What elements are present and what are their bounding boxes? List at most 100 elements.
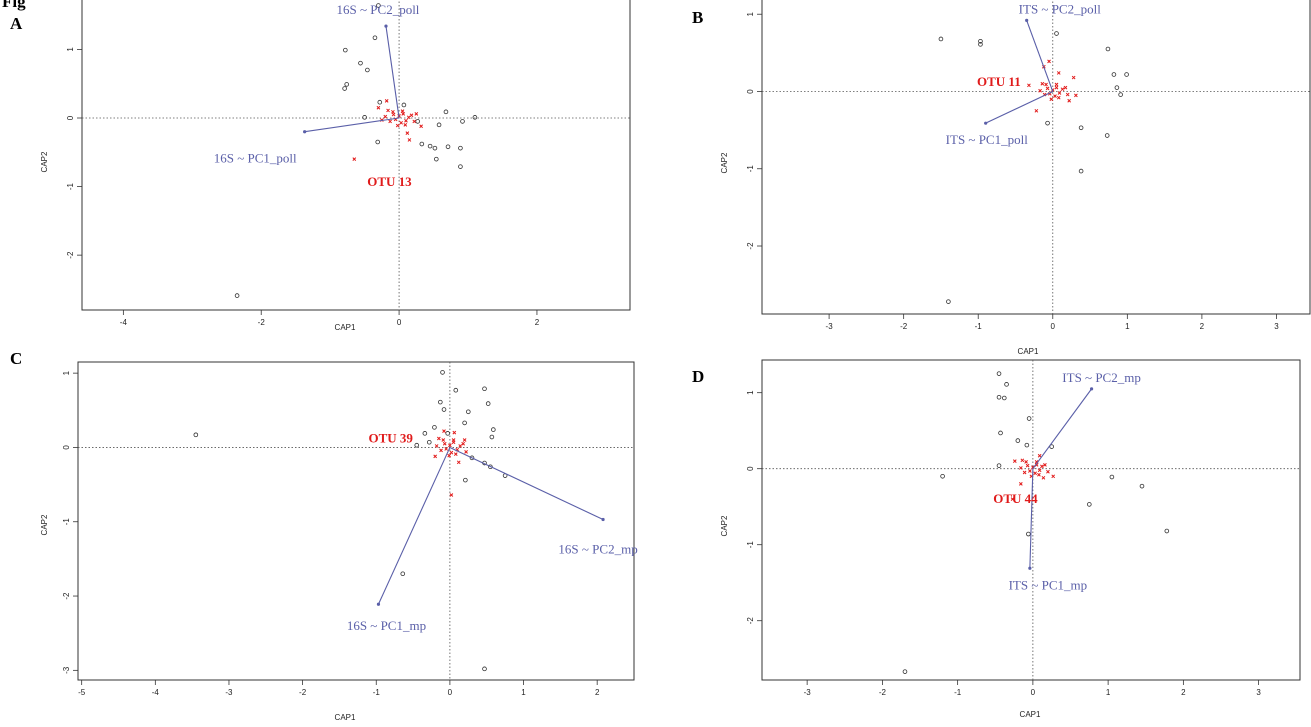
panel-c-site-point [463, 477, 468, 483]
panel-c-site-point [193, 432, 199, 438]
panel-d-species-point [1043, 463, 1047, 467]
panel-c-species-point [452, 430, 457, 435]
panel-a-y-tick-label: 0 [66, 115, 75, 120]
panel-b-vector-line [985, 90, 1054, 124]
panel-c-site-point [489, 434, 495, 440]
panel-d-species-point [1037, 472, 1041, 477]
panel-a: A CAP1 CAP2 -4 -2 0 2 -2 -1 0 1 16S ~ PC2_poll 16… [10, 0, 631, 332]
panel-c-species-point [451, 438, 456, 442]
panel-d-site-point [998, 430, 1003, 436]
panel-b-species-point [1074, 93, 1078, 98]
panel-b-site-point [1124, 72, 1129, 77]
panel-d-site-point [1026, 531, 1031, 537]
panel-a-site-point [458, 145, 463, 151]
panel-a-species-point [376, 105, 381, 110]
panel-a-x-tick-label: 2 [535, 318, 540, 327]
panel-a-species-point [388, 119, 392, 124]
panel-d-species-point [1018, 466, 1023, 470]
panel-a-site-point [443, 109, 449, 115]
panel-b-site-point [1045, 120, 1050, 126]
panel-d-species-point [1012, 459, 1017, 463]
panel-c-species-point [442, 429, 446, 433]
panel-d-species-point [1010, 497, 1015, 501]
panel-a-site-point [458, 164, 463, 169]
panel-d-species-point [1041, 475, 1046, 480]
panel-a-site-point [427, 143, 433, 149]
panel-b-species-point [1056, 71, 1061, 75]
panel-c-x-tick-label: 1 [521, 688, 526, 697]
panel-b-site-point [946, 299, 951, 304]
panel-c-site-point [440, 370, 445, 375]
panel-d-species-point [1046, 469, 1050, 474]
panel-c-x-tick-label: -1 [373, 688, 381, 697]
panel-c-species-point [439, 448, 443, 453]
panel-a-species-point [395, 123, 400, 128]
panel-d-species-point [1051, 474, 1056, 479]
panel-b-site-point [1105, 46, 1111, 52]
panel-b-x-tick-label: 2 [1200, 322, 1205, 331]
panel-c-site-point [488, 464, 493, 470]
panel-c-species-point [453, 452, 458, 456]
panel-a-site-point [358, 60, 363, 66]
panel-a-species-point [414, 112, 419, 116]
panel-a-site-point [472, 115, 478, 120]
panel-b-species-point [1071, 75, 1076, 80]
panel-a-species-point [403, 123, 408, 127]
panel-b-plot-frame [761, 0, 1311, 315]
panel-b-site-point [1054, 31, 1059, 36]
panel-b-vector-label: ITS ~ PC2_poll [1019, 1, 1102, 16]
panel-a-species-point [399, 120, 404, 125]
panel-a-vector-line [304, 117, 400, 133]
panel-a-vector-label: 16S ~ PC1_poll [214, 151, 297, 166]
panel-b-species-point [1063, 85, 1068, 90]
panel-d-species-point [1020, 458, 1025, 463]
panel-b-vector-tip [984, 121, 988, 125]
panel-d-x-tick-label: 3 [1256, 688, 1261, 697]
panel-c-site-point [462, 420, 467, 426]
panel-c-site-point [445, 431, 450, 436]
panel-b-site-point [1118, 92, 1123, 97]
panel-c-otu-label: OTU 39 [368, 431, 413, 446]
panel-d-species-point [1022, 470, 1027, 475]
panel-c-y-tick-label: -3 [62, 666, 71, 674]
panel-a-site-point [460, 119, 465, 124]
panel-a-site-point [234, 293, 240, 298]
panel-c-site-point [422, 431, 428, 436]
panel-a-vector-line [385, 26, 400, 119]
panel-b-species-point [1065, 92, 1070, 97]
panel-d-vector-label: ITS ~ PC1_mp [1009, 577, 1088, 592]
panel-c-vector-tip [601, 517, 605, 522]
panel-a-species-point [383, 114, 388, 119]
panel-b-x-tick-label: 1 [1125, 322, 1130, 331]
panel-b-letter: B [692, 8, 703, 27]
panel-b-site-point [978, 38, 983, 44]
panel-b-x-axis-label: CAP1 [1018, 347, 1039, 356]
panel-b-species-point [1049, 97, 1054, 102]
panel-b-species-point [1060, 87, 1065, 92]
panel-c-site-point [482, 386, 487, 392]
panel-a-site-point [445, 144, 451, 150]
panel-c-site-point [441, 407, 447, 412]
panel-a-y-tick-label: -1 [66, 182, 75, 190]
panel-b-vector-label: ITS ~ PC1_poll [946, 132, 1029, 147]
panel-a-species-point [386, 108, 390, 113]
panel-b-site-point [1078, 168, 1084, 174]
panel-b-species-point [1034, 108, 1039, 113]
panel-c-site-point [414, 442, 420, 448]
panel-c-site-point [469, 455, 475, 461]
panel-d-site-point [1024, 442, 1030, 448]
panel-a-y-axis-label: CAP2 [40, 151, 49, 172]
panel-d-species-point [1037, 453, 1042, 458]
panel-d-vector-tip [1089, 387, 1094, 391]
panel-c-species-point [441, 438, 446, 442]
panel-c-letter: C [10, 349, 22, 368]
panel-c-species-point [449, 450, 454, 455]
panel-d-site-point [1001, 395, 1007, 401]
panel-d-site-point [996, 463, 1002, 468]
panel-c-vector-tip [376, 602, 381, 606]
panel-d-site-point [1026, 416, 1032, 421]
panel-a-site-point [436, 122, 442, 128]
panel-c-x-tick-label: -2 [299, 688, 307, 697]
panel-d-site-point [1087, 502, 1092, 507]
